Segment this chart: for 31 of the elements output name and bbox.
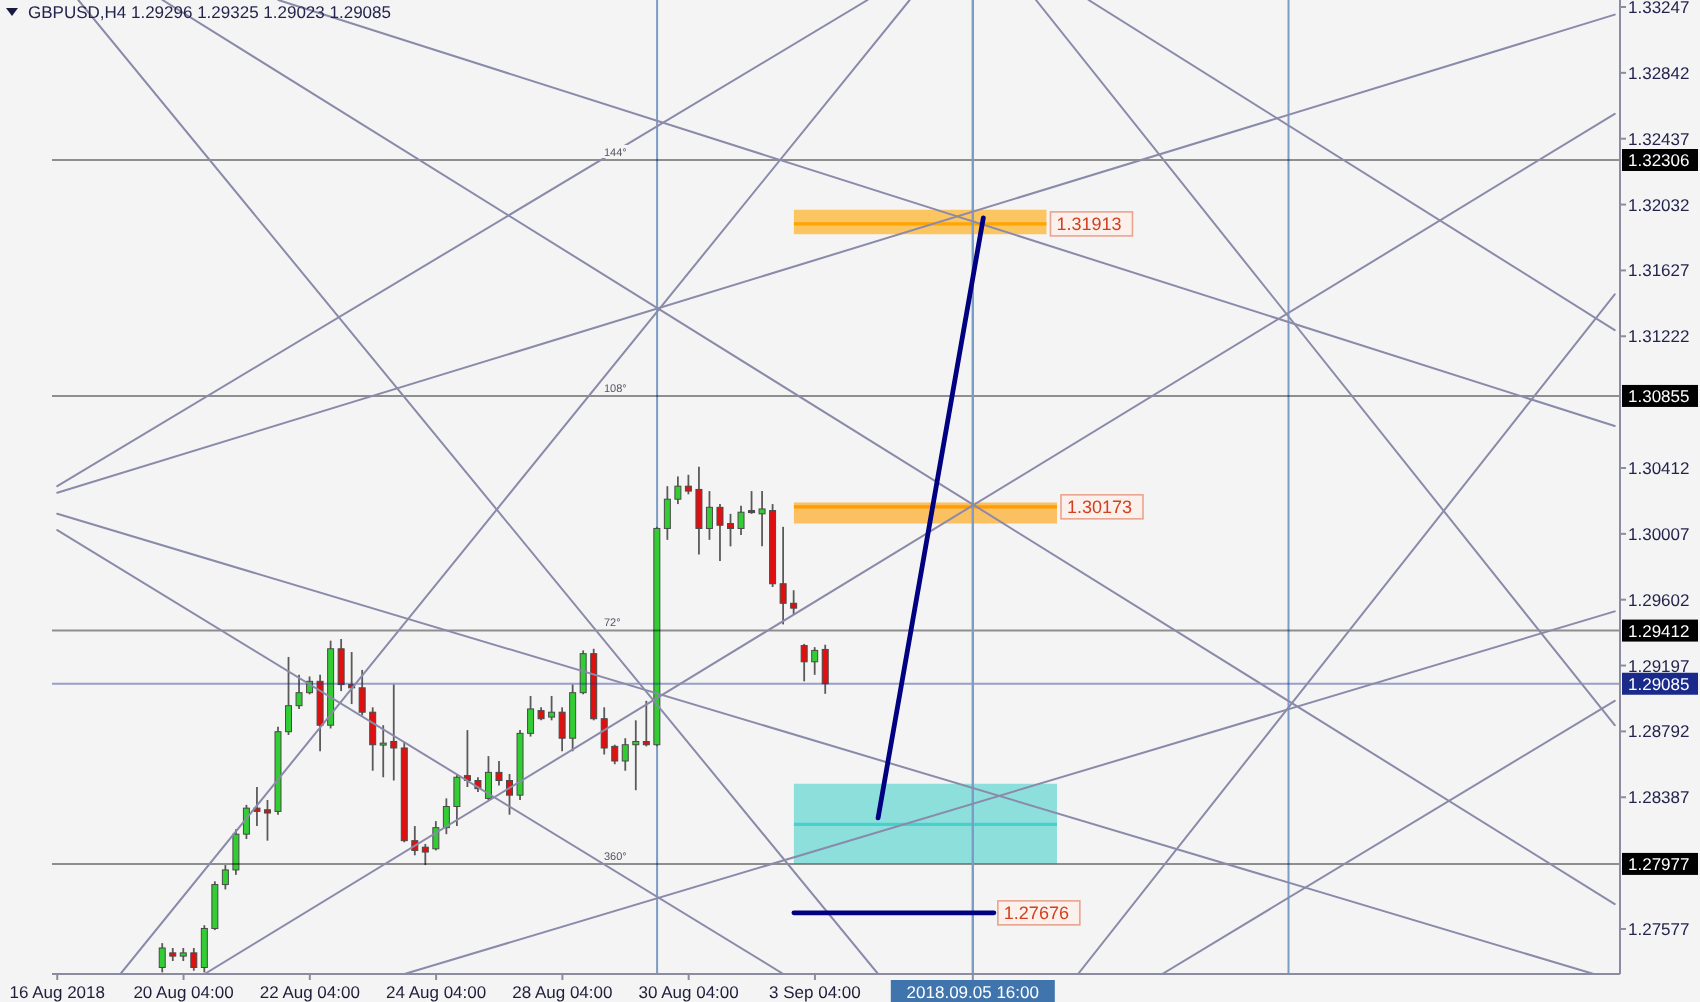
ref-line-label: 1.32306	[1628, 150, 1690, 171]
y-tick-label: 1.30412	[1628, 458, 1690, 479]
y-tick-label: 1.28792	[1628, 721, 1690, 742]
y-tick-label: 1.33247	[1628, 0, 1690, 18]
y-tick-label: 1.28387	[1628, 787, 1690, 808]
x-tick-label: 22 Aug 04:00	[259, 982, 361, 1002]
x-tick-label: 28 Aug 04:00	[512, 982, 614, 1002]
y-tick-label: 1.29602	[1628, 589, 1690, 610]
ref-line-label: 1.30855	[1628, 386, 1690, 407]
y-tick-label: 1.32842	[1628, 62, 1690, 83]
x-tick-label: 16 Aug 2018	[9, 982, 106, 1002]
y-tick-label: 1.31627	[1628, 260, 1690, 281]
y-tick-label: 1.30007	[1628, 523, 1690, 544]
y-tick-label: 1.27577	[1628, 918, 1690, 939]
x-tick-label: 20 Aug 04:00	[133, 982, 235, 1002]
ref-line-label: 1.27977	[1628, 854, 1690, 875]
ref-line-label: 1.29085	[1628, 674, 1690, 695]
data-label: 1.27676	[1003, 903, 1069, 924]
x-tick-label: 24 Aug 04:00	[386, 982, 487, 1002]
y-tick-label: 1.32032	[1628, 194, 1690, 215]
x-tick-label: 2018.09.05 16:00	[906, 982, 1040, 1002]
chart-title: GBPUSD,H4 1.29296 1.29325 1.29023 1.29085	[28, 0, 391, 24]
y-tick-label: 1.32437	[1628, 128, 1690, 149]
y-tick-label: 1.29197	[1628, 655, 1690, 676]
candlestick	[821, 643, 829, 695]
data-label: 1.30173	[1066, 497, 1133, 518]
y-tick-label: 1.31222	[1628, 326, 1690, 347]
data-label: 1.31913	[1056, 214, 1122, 235]
x-tick-label: 3 Sep 04:00	[769, 982, 862, 1002]
x-tick-label: 30 Aug 04:00	[638, 982, 740, 1002]
ref-line-label: 1.29412	[1628, 620, 1690, 641]
